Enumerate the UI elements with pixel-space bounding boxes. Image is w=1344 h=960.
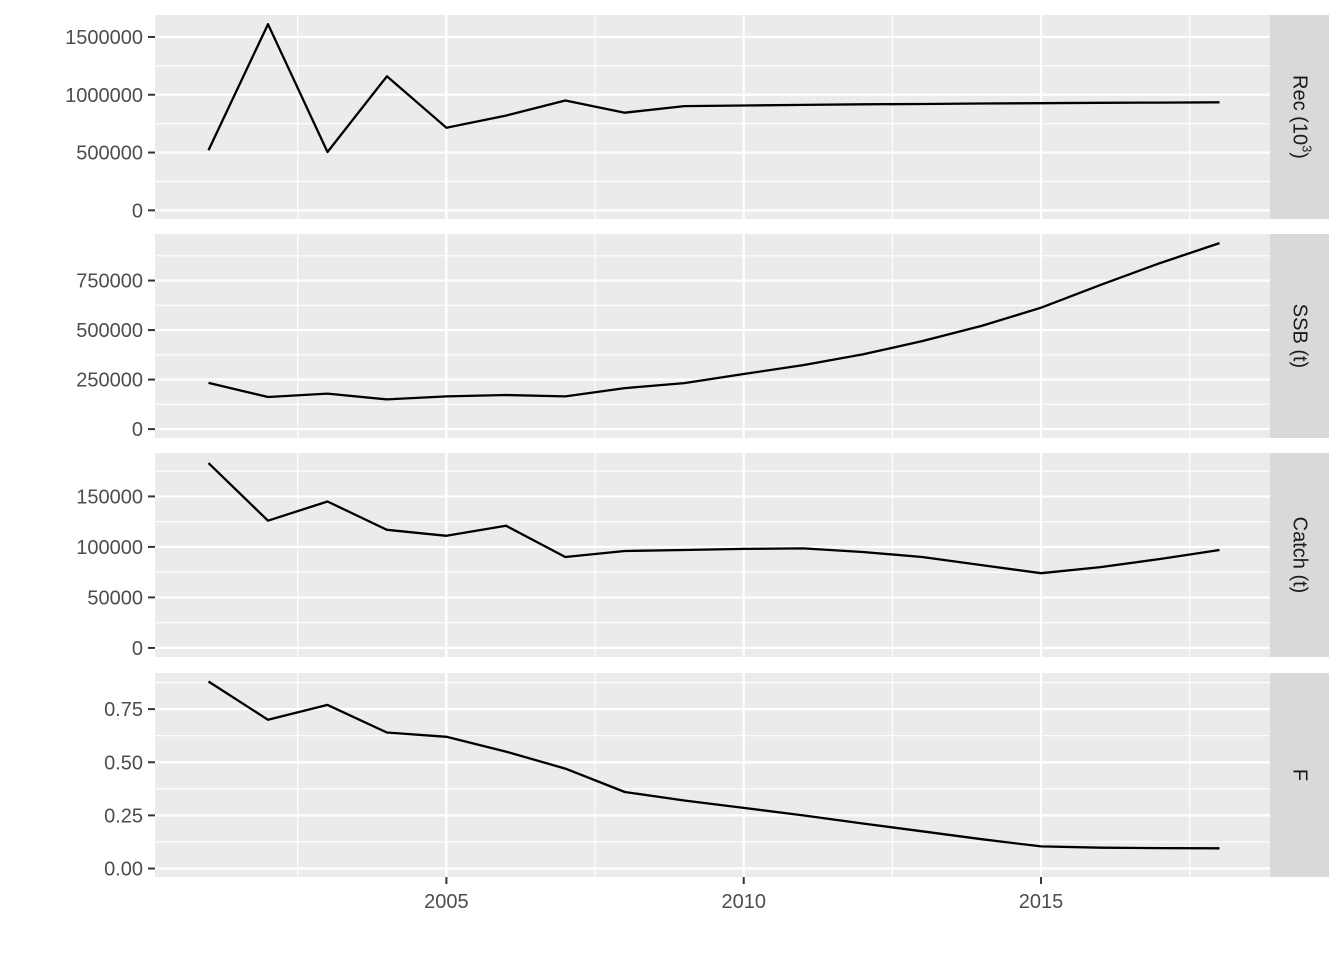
y-tick-label: 1000000 (65, 85, 143, 107)
panel-1: 0 500000 1000000 1500000 Rec (103) (65, 15, 1329, 222)
y-tick-label: 250000 (76, 370, 143, 392)
strip-superscript: 3 (1300, 145, 1315, 152)
panel-4: 0.00 0.25 0.50 0.75 F (104, 673, 1329, 881)
y-tick-label: 0 (132, 419, 143, 441)
strip-label: Catch (t) (1289, 517, 1311, 594)
y-tick-label: 0.50 (104, 752, 143, 774)
y-tick-label: 0.00 (104, 859, 143, 881)
y-tick-label: 150000 (76, 486, 143, 508)
strip-background (1270, 453, 1329, 657)
y-tick-label: 750000 (76, 271, 143, 293)
panel-background (155, 673, 1270, 877)
y-tick-label: 1500000 (65, 27, 143, 49)
series-line (207, 680, 1220, 850)
panel-background (155, 15, 1270, 219)
strip-label: SSB (t) (1289, 304, 1311, 368)
y-tick-label: 0 (132, 200, 143, 222)
y-tick-label: 500000 (76, 320, 143, 342)
strip-background (1270, 15, 1329, 219)
x-axis: 2005 2010 2015 (424, 877, 1063, 913)
strip-background (1270, 673, 1329, 877)
y-tick-label: 0 (132, 638, 143, 660)
x-tick-label: 2015 (1019, 891, 1064, 913)
strip-background (1270, 234, 1329, 438)
panel-background (155, 234, 1270, 438)
strip-label: F (1289, 769, 1311, 781)
series-line (207, 462, 1220, 575)
series-line (207, 23, 1220, 154)
series-line (208, 242, 1220, 401)
y-tick-label: 500000 (76, 143, 143, 165)
panel-3: 0 50000 100000 150000 Catch (t) (76, 453, 1329, 660)
panel-background (155, 453, 1270, 657)
strip-label: Rec (103) (1289, 75, 1316, 159)
y-tick-label: 100000 (76, 537, 143, 559)
panel-2: 0 250000 500000 750000 SSB (t) (76, 234, 1329, 441)
y-tick-label: 0.75 (104, 699, 143, 721)
x-tick-label: 2010 (721, 891, 766, 913)
y-tick-label: 0.25 (104, 805, 143, 827)
y-tick-label: 50000 (87, 587, 143, 609)
x-tick-label: 2005 (424, 891, 469, 913)
